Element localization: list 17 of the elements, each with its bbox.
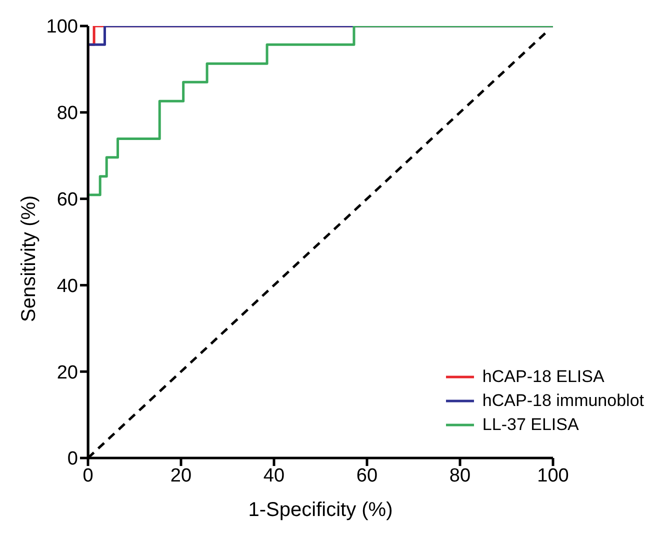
x-tick-label: 40 xyxy=(263,465,285,486)
legend-label: hCAP-18 ELISA xyxy=(482,367,604,387)
y-tick-label: 20 xyxy=(56,362,78,384)
x-tick-label: 60 xyxy=(356,465,378,486)
x-axis-title: 1-Specificity (%) xyxy=(248,499,393,521)
y-tick-label: 80 xyxy=(56,103,78,124)
y-tick-label: 100 xyxy=(46,16,78,38)
x-tick-label: 20 xyxy=(170,465,192,486)
y-tick-label: 40 xyxy=(56,276,78,297)
y-tick-label: 60 xyxy=(56,190,78,211)
x-tick-label: 100 xyxy=(537,465,569,486)
y-axis-title: Sensitivity (%) xyxy=(18,195,40,322)
legend-label: LL-37 ELISA xyxy=(482,415,579,435)
y-tick-label: 0 xyxy=(67,448,78,470)
x-tick-label: 0 xyxy=(82,465,94,486)
x-tick-label: 80 xyxy=(449,465,471,486)
legend-label: hCAP-18 immunoblot xyxy=(482,391,644,411)
